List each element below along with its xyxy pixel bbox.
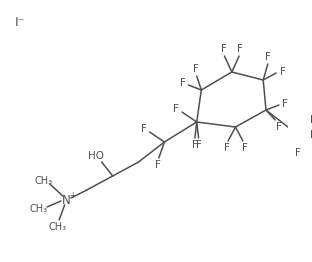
Text: HO: HO — [88, 151, 104, 161]
Text: F: F — [173, 104, 179, 114]
Text: CH₃: CH₃ — [48, 222, 66, 232]
Text: F: F — [221, 44, 227, 54]
Text: F: F — [193, 64, 199, 74]
Text: F: F — [295, 148, 301, 158]
Text: CH₃: CH₃ — [34, 176, 52, 186]
Text: CH₃: CH₃ — [30, 204, 48, 214]
Text: F: F — [196, 140, 202, 150]
Text: F: F — [237, 44, 243, 54]
Text: F: F — [282, 99, 288, 109]
Text: F: F — [180, 78, 186, 88]
Text: I⁻: I⁻ — [15, 15, 26, 29]
Text: F: F — [242, 143, 248, 153]
Text: F: F — [192, 140, 198, 150]
Text: F: F — [224, 143, 230, 153]
Text: F: F — [141, 124, 147, 134]
Text: F: F — [155, 160, 161, 170]
Text: F: F — [265, 52, 271, 62]
Text: F: F — [280, 67, 285, 77]
Text: F: F — [310, 115, 312, 125]
Text: F: F — [276, 122, 282, 132]
Text: N: N — [62, 194, 71, 206]
Text: +: + — [69, 190, 75, 199]
Text: F: F — [310, 130, 312, 140]
